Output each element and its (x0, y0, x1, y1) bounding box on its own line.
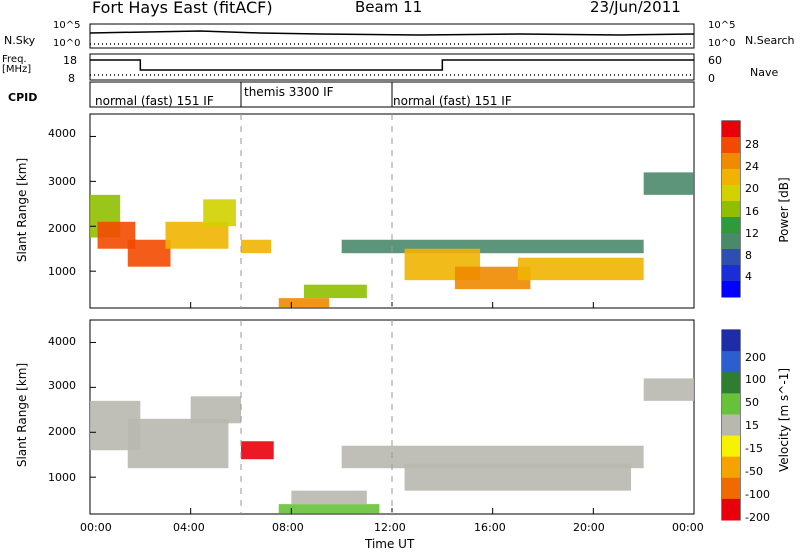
velocity-colorbar-tick-50: 50 (745, 396, 759, 409)
velocity-region-7 (404, 463, 632, 491)
freq-right-tick-low: 0 (708, 72, 715, 85)
velocity-colorbar-tick-100: 100 (745, 373, 766, 386)
xtick-0: 00:00 (80, 521, 112, 534)
xtick-2: 08:00 (272, 521, 304, 534)
velocity-colorbar-swatch-5 (722, 435, 740, 458)
power-colorbar-swatch-6 (722, 217, 740, 234)
power-colorbar-tick-20: 20 (745, 182, 759, 195)
velocity-ytick-2000: 2000 (48, 425, 76, 438)
xtick-1: 04:00 (173, 521, 205, 534)
noise-right-tick-low: 10^0 (708, 38, 736, 49)
xtick-4: 16:00 (474, 521, 506, 534)
power-colorbar-swatch-0 (722, 121, 740, 138)
power-colorbar-swatch-5 (722, 201, 740, 218)
power-region-7 (303, 284, 367, 299)
beam-title: Beam 11 (355, 0, 423, 16)
power-region-4 (203, 199, 236, 227)
velocity-region-3 (241, 441, 274, 460)
velocity-heatmap (89, 320, 695, 514)
freq-right-label: Nave (750, 66, 779, 79)
velocity-colorbar (722, 330, 740, 521)
power-colorbar-tick-16: 16 (745, 205, 759, 218)
power-colorbar-tick-4: 4 (745, 270, 752, 283)
power-colorbar-swatch-8 (722, 249, 740, 266)
date-title: 23/Jun/2011 (590, 0, 681, 16)
xlabel-time-ut: Time UT (365, 537, 415, 551)
velocity-colorbar-swatch-6 (722, 456, 740, 479)
velocity-region-8 (643, 378, 694, 401)
velocity-colorbar-swatch-3 (722, 393, 740, 415)
power-region-8 (341, 239, 644, 254)
noise-right-label: N.Search (745, 34, 795, 47)
velocity-colorbar-tick--50: -50 (745, 465, 763, 478)
velocity-colorbar-tick--100: -100 (745, 488, 770, 501)
power-colorbar-swatch-3 (722, 169, 740, 186)
power-region-11 (517, 257, 644, 281)
velocity-colorbar-tick--200: -200 (745, 511, 770, 524)
velocity-colorbar-tick-200: 200 (745, 351, 766, 364)
power-colorbar-tick-8: 8 (745, 249, 752, 262)
power-ytick-3000: 3000 (48, 175, 76, 188)
noise-left-tick-low: 10^0 (53, 38, 81, 49)
velocity-colorbar-swatch-8 (722, 498, 740, 521)
power-region-5 (241, 239, 272, 254)
xtick-3: 12:00 (374, 521, 406, 534)
power-region-10 (454, 266, 531, 290)
velocity-ytick-1000: 1000 (48, 471, 76, 484)
power-colorbar (722, 121, 740, 298)
freq-trace (90, 59, 694, 71)
velocity-region-6 (341, 445, 644, 469)
freq-left-tick-low: 8 (68, 72, 75, 85)
power-colorbar-tick-24: 24 (745, 160, 759, 173)
velocity-region-5 (291, 490, 367, 505)
power-region-12 (643, 172, 694, 195)
xtick-5: 20:00 (573, 521, 605, 534)
freq-right-tick-high: 60 (708, 54, 722, 67)
velocity-colorbar-tick--15: -15 (745, 442, 763, 455)
power-ytick-2000: 2000 (48, 222, 76, 235)
freq-left-tick-high: 18 (63, 54, 77, 67)
cpid-segment-2: themis 3300 IF (244, 85, 334, 99)
power-colorbar-swatch-9 (722, 265, 740, 282)
xtick-6: 00:00 (672, 521, 704, 534)
velocity-region-2 (190, 396, 241, 424)
cpid-segment-1: normal (fast) 151 IF (95, 94, 214, 108)
power-ytick-1000: 1000 (48, 265, 76, 278)
power-colorbar-swatch-4 (722, 185, 740, 202)
velocity-region-4 (278, 504, 380, 514)
power-region-6 (278, 298, 330, 308)
power-heatmap (89, 114, 695, 308)
velocity-colorbar-swatch-7 (722, 477, 740, 500)
noise-left-label: N.Sky (4, 34, 36, 47)
power-region-2 (127, 239, 171, 267)
power-colorbar-swatch-1 (722, 137, 740, 154)
velocity-ytick-3000: 3000 (48, 379, 76, 392)
noise-sky-trace (89, 30, 695, 36)
noise-right-tick-high: 10^5 (708, 20, 736, 31)
freq-panel (89, 53, 695, 81)
velocity-colorbar-swatch-0 (722, 330, 740, 352)
noise-panel (89, 23, 695, 49)
power-colorbar-swatch-7 (722, 233, 740, 250)
freq-left-label: Freq. [MHz] (2, 54, 32, 75)
noise-left-tick-high: 10^5 (53, 20, 81, 31)
power-colorbar-tick-12: 12 (745, 227, 759, 240)
velocity-region-1 (127, 418, 229, 469)
velocity-colorbar-swatch-2 (722, 372, 740, 394)
power-colorbar-tick-28: 28 (745, 138, 759, 151)
power-colorbar-swatch-10 (722, 281, 740, 298)
cpid-segment-3: normal (fast) 151 IF (393, 94, 512, 108)
velocity-colorbar-swatch-1 (722, 351, 740, 373)
cpid-label: CPID (8, 91, 38, 104)
velocity-ytick-4000: 4000 (48, 335, 76, 348)
power-ytick-4000: 4000 (48, 127, 76, 140)
power-colorbar-swatch-2 (722, 153, 740, 170)
station-title: Fort Hays East (fitACF) (92, 0, 273, 17)
status-traces (89, 30, 695, 107)
velocity-colorbar-tick-15: 15 (745, 419, 759, 432)
velocity-colorbar-swatch-4 (722, 414, 740, 437)
